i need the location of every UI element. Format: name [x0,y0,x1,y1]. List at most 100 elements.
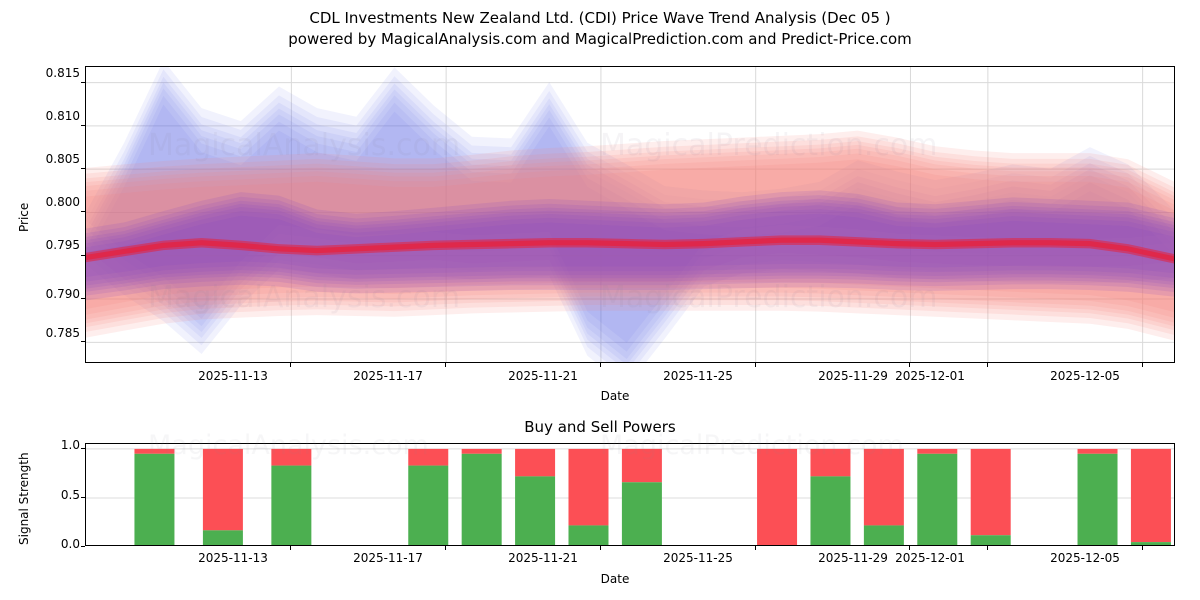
price-ytick-4: 0.805 [45,152,80,166]
sell-power-bar [515,448,556,477]
price-ytick-mark-2 [81,254,85,256]
power-xtick-mark-1 [445,546,447,550]
power-ytick-2: 1.0 [60,438,80,452]
blue-wave-layer-6 [86,67,1174,343]
sell-power-bar [917,448,958,454]
sell-power-bar [970,448,1011,536]
blue-wave-layer-2 [86,88,1174,362]
power-ytick-1: 0.5 [60,488,80,502]
price-xtick-mark-1 [445,363,447,367]
price-xtick-5: 2025-12-01 [895,369,965,383]
price-xtick-1: 2025-11-17 [353,369,423,383]
sell-power-bar [863,448,904,526]
power-xtick-mark-5 [986,546,988,550]
red-outer-layer-4 [86,141,1174,323]
sell-power-bar [202,448,243,531]
price-ytick-mark-3 [81,211,85,213]
power-ytick-mark-1 [81,496,85,498]
sell-power-bar [271,448,312,466]
power-chart-title: Buy and Sell Powers [524,418,676,436]
buy-power-bar [515,476,556,545]
buy-power-bar [1130,542,1171,545]
price-xtick-mark-3 [754,363,756,367]
price-xtick-mark-4 [909,363,911,367]
price-xtick-2: 2025-11-21 [508,369,578,383]
power-ytick-mark-0 [81,546,85,547]
price-xtick-4: 2025-11-29 [818,369,888,383]
price-ytick-mark-0 [81,341,85,343]
red-outer-layer-5 [86,136,1174,318]
power-ytick-mark-2 [81,447,85,449]
sell-power-bar [1077,448,1118,454]
power-xtick-5: 2025-12-01 [895,551,965,565]
signal-strength-axis-label: Signal Strength [17,452,31,545]
blue-wave-layer-5 [86,69,1174,352]
price-ytick-2: 0.795 [45,238,80,252]
power-xtick-6: 2025-12-05 [1050,551,1120,565]
purple-inner-layer-5 [86,195,1174,282]
power-xtick-mark-6 [1141,546,1143,550]
price-xtick-mark-0 [290,363,292,367]
price-ytick-mark-4 [81,168,85,170]
price-ytick-mark-6 [81,81,85,83]
power-xtick-mark-2 [599,546,601,550]
buy-sell-powers-svg [86,448,1174,545]
power-xtick-1: 2025-11-17 [353,551,423,565]
buy-power-bar [970,535,1011,545]
price-xtick-mark-2 [599,363,601,367]
red-outer-layer-3 [86,144,1174,327]
sell-power-bar [810,448,851,477]
buy-power-bar [134,453,175,545]
price-ytick-6: 0.815 [45,66,80,80]
purple-inner-layer-0 [86,213,1174,301]
blue-wave-layer-0 [86,104,1174,362]
price-ytick-1: 0.790 [45,287,80,301]
buy-power-bar [568,525,609,545]
price-ytick-5: 0.810 [45,109,80,123]
buy-power-bar [1077,453,1118,545]
price-xtick-mark-5 [986,363,988,367]
power-xtick-mark-4 [909,546,911,550]
power-xtick-0: 2025-11-13 [198,551,268,565]
price-xtick-3: 2025-11-25 [663,369,733,383]
red-outer-layer-6 [86,130,1174,312]
buy-power-bar [863,525,904,545]
price-ytick-0: 0.785 [45,326,80,340]
buy-power-bar [271,465,312,545]
blue-wave-layer-3 [86,82,1174,362]
power-xtick-3: 2025-11-25 [663,551,733,565]
purple-inner-layer-2 [86,205,1174,292]
blue-wave-layer-1 [86,95,1174,362]
power-ytick-0: 0.0 [60,537,80,551]
sell-power-bar [408,448,449,466]
buy-power-bar [621,482,662,545]
purple-inner-layer-6 [86,190,1174,277]
buy-power-bar [408,465,449,545]
power-x-axis-label: Date [600,572,630,586]
price-xtick-0: 2025-11-13 [198,369,268,383]
power-xtick-mark-3 [754,546,756,550]
power-xtick-mark-0 [290,546,292,550]
power-xtick-2: 2025-11-21 [508,551,578,565]
chart-title-line-1: CDL Investments New Zealand Ltd. (CDI) P… [309,9,891,27]
power-xtick-4: 2025-11-29 [818,551,888,565]
price-xtick-6: 2025-12-05 [1050,369,1120,383]
buy-power-bar [810,476,851,545]
power-chart-plot-area [85,443,1175,546]
price-chart-plot-area [85,66,1175,363]
chart-subtitle-line-2: powered by MagicalAnalysis.com and Magic… [288,30,912,48]
buy-power-bar [461,453,502,545]
blue-wave-layer-4 [86,76,1174,359]
price-x-axis-label: Date [600,389,630,403]
sell-power-bar [1130,448,1171,543]
price-ytick-mark-5 [81,124,85,126]
price-xtick-mark-6 [1141,363,1143,367]
sell-power-bar [134,448,175,454]
sell-power-bar [757,448,798,545]
sell-power-bar [461,448,502,454]
sell-power-bar [621,448,662,483]
chart-title-block: CDL Investments New Zealand Ltd. (CDI) P… [0,8,1200,50]
price-wave-svg [86,67,1174,362]
price-ytick-mark-1 [81,298,85,300]
